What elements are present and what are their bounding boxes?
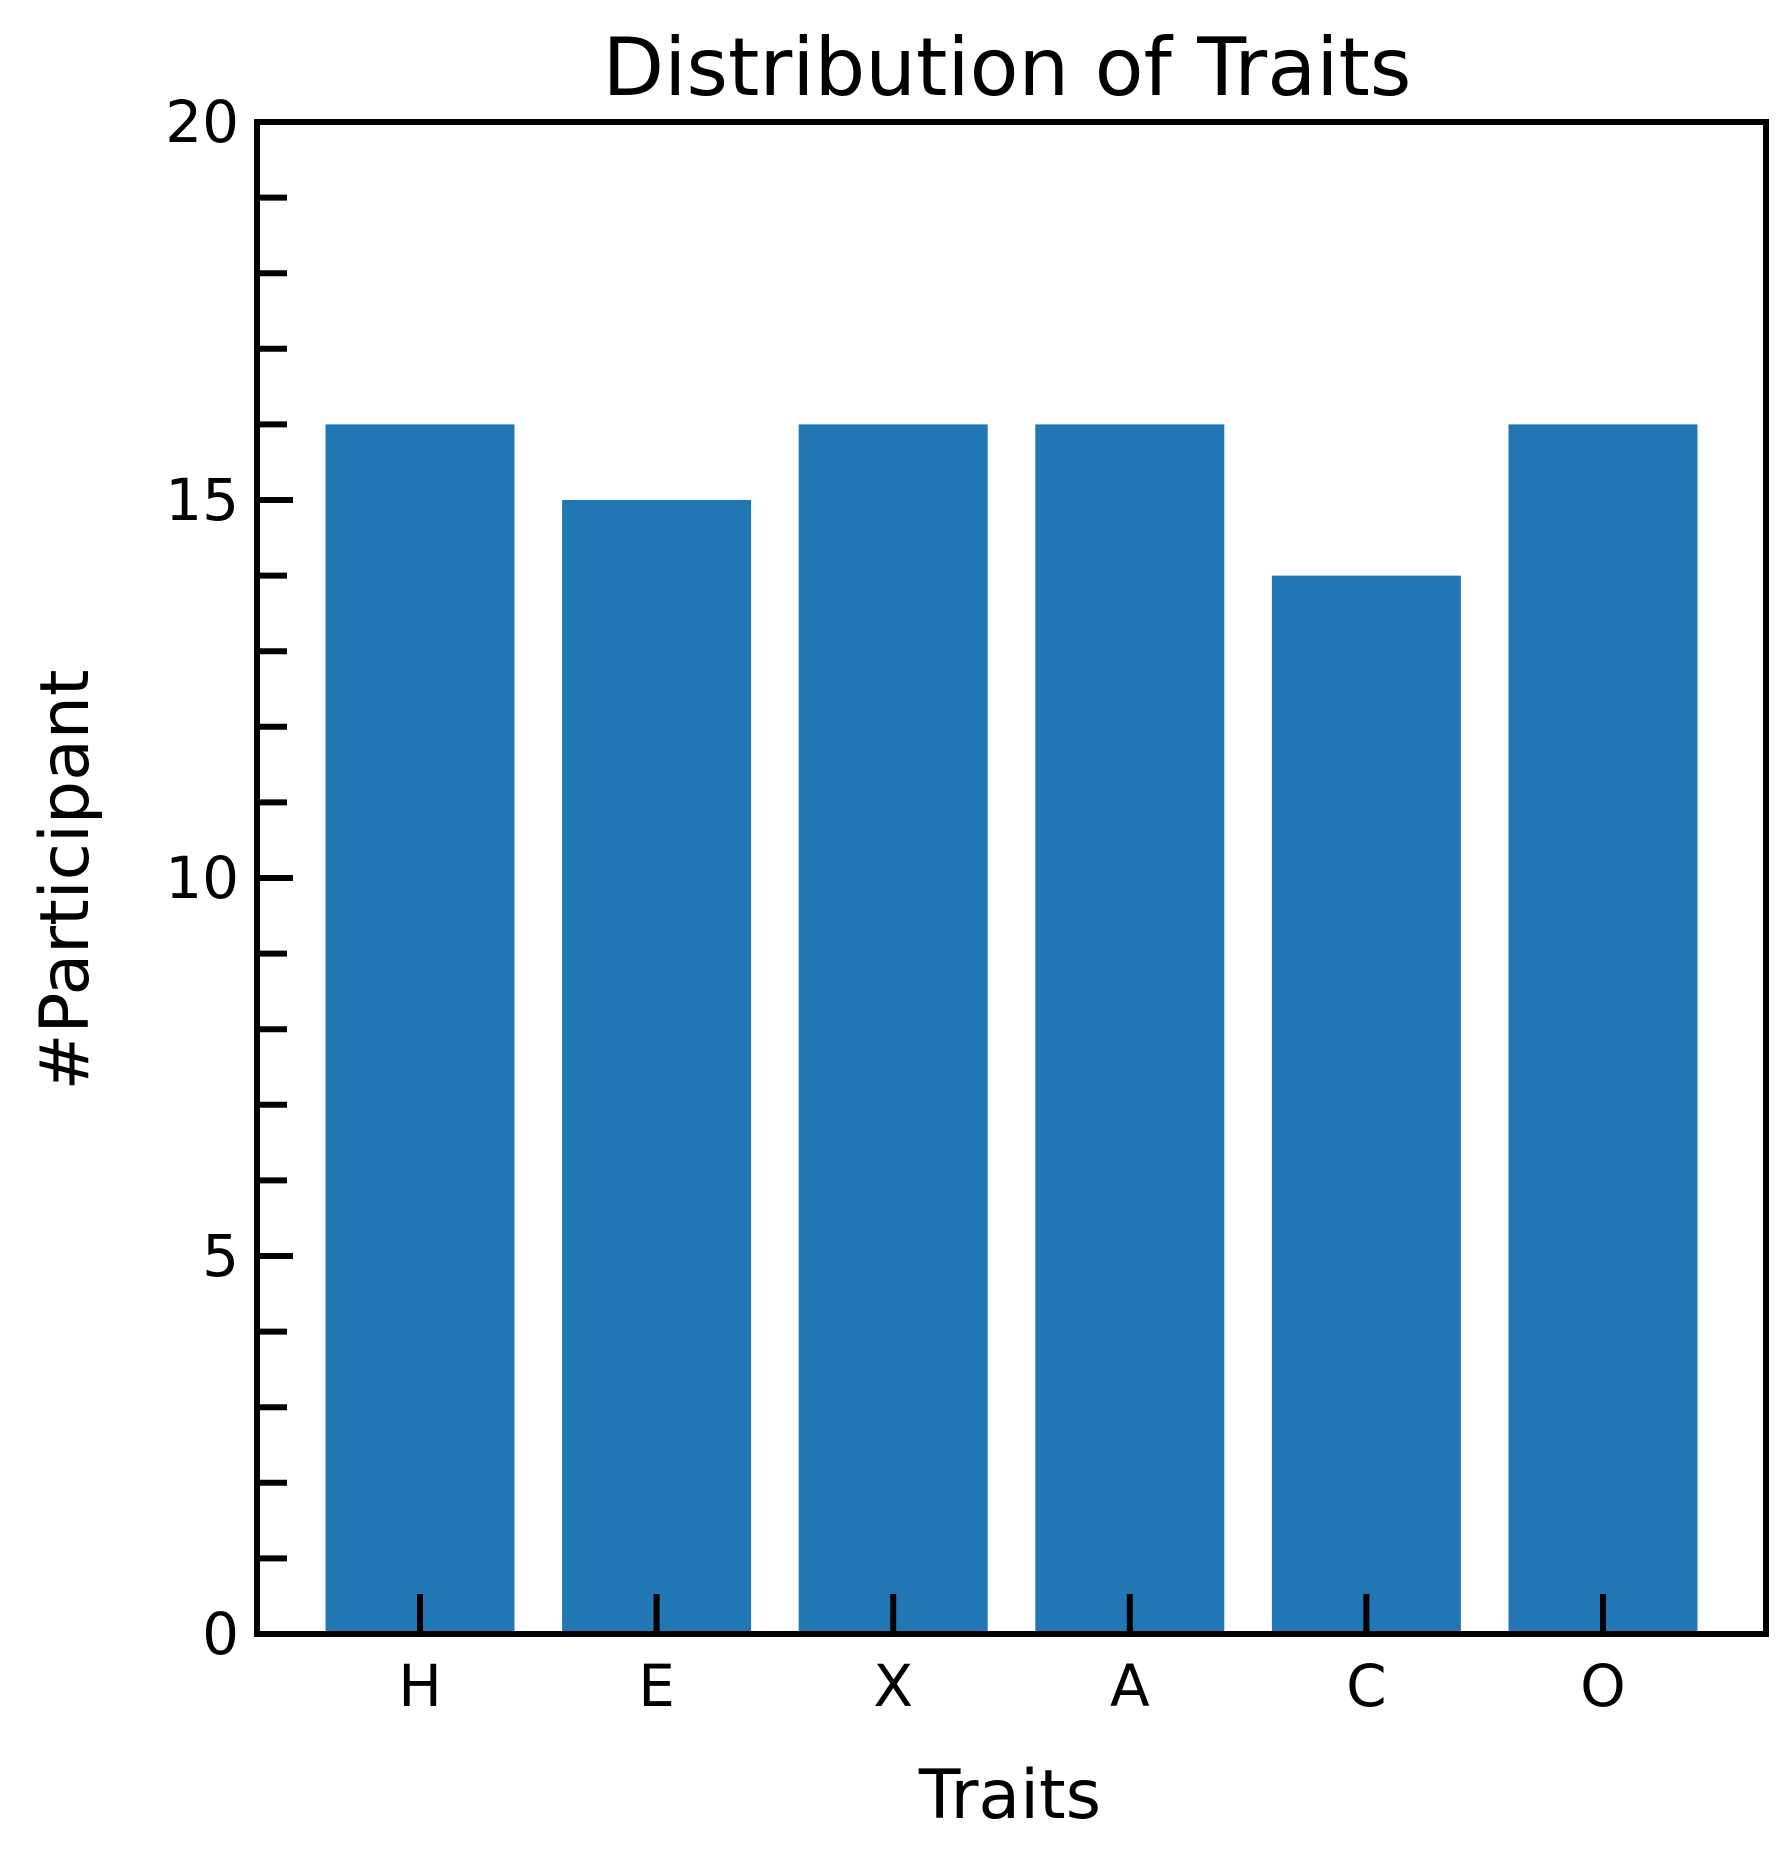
- plot-frame: [254, 119, 1769, 1637]
- y-axis-label: #Participant: [26, 670, 105, 1091]
- x-tick-label: A: [1110, 1652, 1150, 1720]
- bar-X: [798, 424, 988, 1634]
- y-axis-ticks: 0 5 10 15 20: [165, 88, 293, 1668]
- bars-group: [325, 424, 1698, 1634]
- x-tick-label: X: [873, 1652, 913, 1720]
- bar-A: [1035, 424, 1225, 1634]
- y-tick-label: 5: [202, 1222, 239, 1290]
- x-tick-label: H: [398, 1652, 442, 1720]
- chart-title: Distribution of Traits: [603, 21, 1412, 114]
- y-tick-label: 0: [202, 1600, 239, 1668]
- y-tick-label: 20: [165, 88, 239, 156]
- x-tick-label: O: [1580, 1652, 1626, 1720]
- bar-E: [562, 500, 752, 1634]
- x-tick-label: C: [1346, 1652, 1387, 1720]
- x-axis-label: Traits: [918, 1756, 1101, 1835]
- x-tick-label: E: [638, 1652, 675, 1720]
- bar-H: [325, 424, 515, 1634]
- bar-C: [1271, 575, 1461, 1634]
- y-tick-label: 10: [165, 844, 239, 912]
- bar-O: [1508, 424, 1698, 1634]
- y-tick-label: 15: [165, 466, 239, 534]
